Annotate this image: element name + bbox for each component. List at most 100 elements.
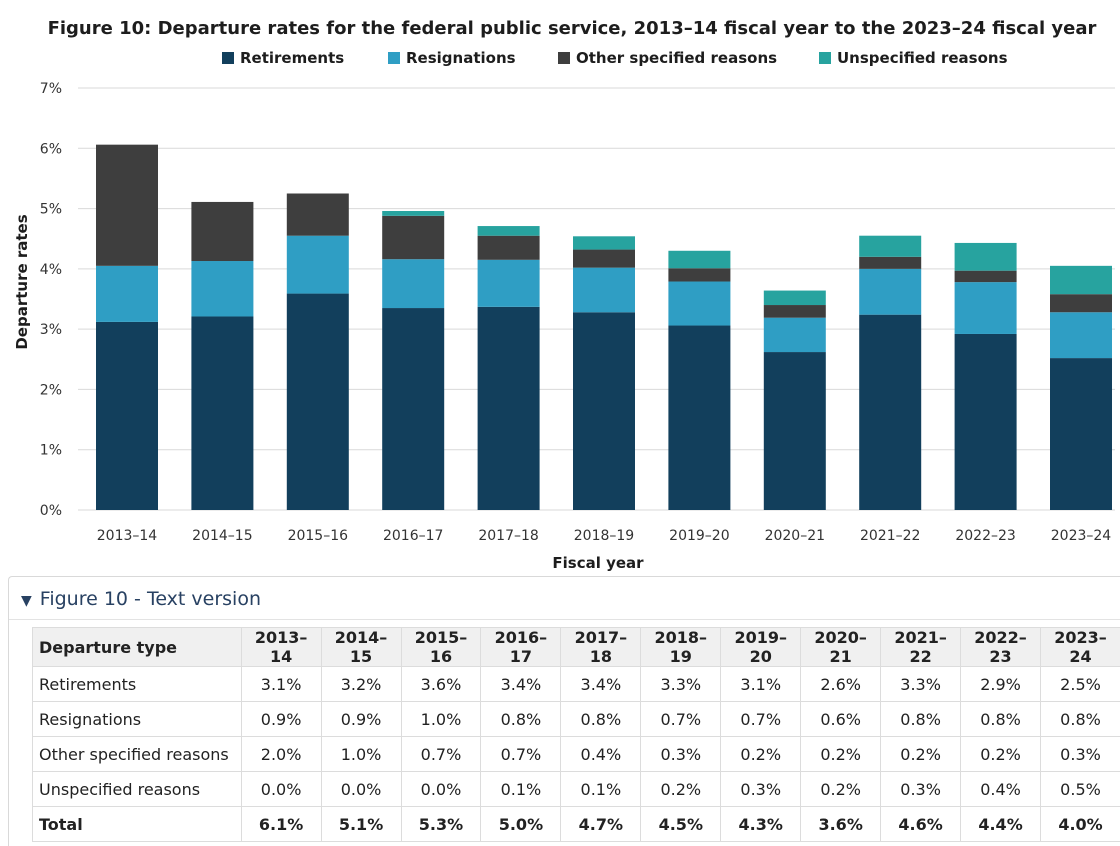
bar-segment-retirements <box>764 352 826 510</box>
table-cell: 3.2% <box>321 667 401 702</box>
table-cell: 2.5% <box>1041 667 1120 702</box>
row-label: Unspecified reasons <box>33 772 242 807</box>
table-cell: 0.7% <box>721 702 801 737</box>
table-cell: 3.4% <box>561 667 641 702</box>
table-cell: 0.2% <box>801 772 881 807</box>
table-cell: 3.1% <box>241 667 321 702</box>
bar-stack-2020–21 <box>764 291 826 510</box>
table-cell: 0.0% <box>401 772 481 807</box>
y-tick-label: 2% <box>40 382 62 398</box>
y-tick-label: 4% <box>40 262 62 278</box>
bar-segment-unspecified-reasons <box>1050 266 1112 294</box>
column-header-year: 2017–18 <box>561 628 641 667</box>
bar-segment-other-specified-reasons <box>382 216 444 259</box>
legend-item-retirements: Retirements <box>222 49 344 67</box>
bar-segment-retirements <box>191 316 253 510</box>
table-cell: 0.3% <box>641 737 721 772</box>
table-cell: 0.6% <box>801 702 881 737</box>
row-label: Resignations <box>33 702 242 737</box>
table-cell: 1.0% <box>401 702 481 737</box>
bar-segment-retirements <box>573 312 635 510</box>
bar-segment-retirements <box>859 315 921 510</box>
table-cell: 4.6% <box>881 807 961 842</box>
x-tick-label: 2015–16 <box>288 528 349 544</box>
text-version-label: Figure 10 - Text version <box>40 588 261 610</box>
table-cell: 0.4% <box>561 737 641 772</box>
bar-segment-resignations <box>287 236 349 294</box>
bar-segment-resignations <box>1050 312 1112 358</box>
table-cell: 4.4% <box>961 807 1041 842</box>
x-tick-label: 2014–15 <box>192 528 252 544</box>
bar-segment-retirements <box>478 307 540 510</box>
x-tick-label: 2016–17 <box>383 528 443 544</box>
y-axis-ticks: 0%1%2%3%4%5%6%7% <box>40 81 62 519</box>
table-cell: 0.2% <box>881 737 961 772</box>
table-cell: 5.3% <box>401 807 481 842</box>
table-cell: 2.9% <box>961 667 1041 702</box>
y-tick-label: 6% <box>40 141 62 157</box>
legend-swatch <box>819 52 831 64</box>
bar-segment-other-specified-reasons <box>573 250 635 268</box>
bar-segment-resignations <box>764 318 826 352</box>
table-cell: 0.2% <box>721 737 801 772</box>
text-version-panel: ▼Figure 10 - Text version Departure type… <box>8 576 1120 846</box>
bar-segment-retirements <box>287 294 349 510</box>
table-cell: 4.5% <box>641 807 721 842</box>
table-cell: 4.7% <box>561 807 641 842</box>
y-tick-label: 1% <box>40 443 62 459</box>
bar-segment-resignations <box>859 269 921 315</box>
bar-segment-retirements <box>382 308 444 510</box>
row-label: Other specified reasons <box>33 737 242 772</box>
table-cell: 0.2% <box>641 772 721 807</box>
table-cell: 5.1% <box>321 807 401 842</box>
table-cell: 0.1% <box>561 772 641 807</box>
bar-segment-other-specified-reasons <box>764 305 826 318</box>
bar-segment-other-specified-reasons <box>955 271 1017 282</box>
column-header-year: 2015–16 <box>401 628 481 667</box>
legend-swatch <box>222 52 234 64</box>
bar-segment-resignations <box>382 259 444 308</box>
bar-stack-2019–20 <box>668 251 730 510</box>
table-cell: 6.1% <box>241 807 321 842</box>
legend-label: Other specified reasons <box>576 49 777 67</box>
table-cell: 0.2% <box>801 737 881 772</box>
text-version-toggle[interactable]: ▼Figure 10 - Text version <box>9 577 1120 620</box>
table-cell: 0.7% <box>641 702 721 737</box>
bar-segment-unspecified-reasons <box>573 236 635 249</box>
bar-segment-resignations <box>955 282 1017 334</box>
bar-segment-other-specified-reasons <box>191 202 253 261</box>
bar-stack-2017–18 <box>478 226 540 510</box>
column-header-year: 2016–17 <box>481 628 561 667</box>
bar-segment-other-specified-reasons <box>96 145 158 266</box>
table-cell: 0.0% <box>321 772 401 807</box>
table-cell: 4.3% <box>721 807 801 842</box>
table-cell: 5.0% <box>481 807 561 842</box>
column-header-departure-type: Departure type <box>33 628 242 667</box>
bar-segment-unspecified-reasons <box>955 243 1017 271</box>
y-tick-label: 5% <box>40 202 62 218</box>
bar-segment-resignations <box>668 282 730 326</box>
table-cell: 1.0% <box>321 737 401 772</box>
bar-segment-resignations <box>96 266 158 322</box>
table-cell: 0.4% <box>961 772 1041 807</box>
x-tick-label: 2013–14 <box>97 528 158 544</box>
table-cell: 2.6% <box>801 667 881 702</box>
y-tick-label: 3% <box>40 322 62 338</box>
legend-item-other-specified-reasons: Other specified reasons <box>558 49 777 67</box>
column-header-year: 2019–20 <box>721 628 801 667</box>
bar-stack-2021–22 <box>859 236 921 510</box>
table-cell: 3.3% <box>881 667 961 702</box>
column-header-year: 2020–21 <box>801 628 881 667</box>
bar-segment-retirements <box>955 334 1017 510</box>
table-cell: 0.3% <box>1041 737 1120 772</box>
bar-stack-2018–19 <box>573 236 635 510</box>
x-tick-label: 2020–21 <box>765 528 825 544</box>
